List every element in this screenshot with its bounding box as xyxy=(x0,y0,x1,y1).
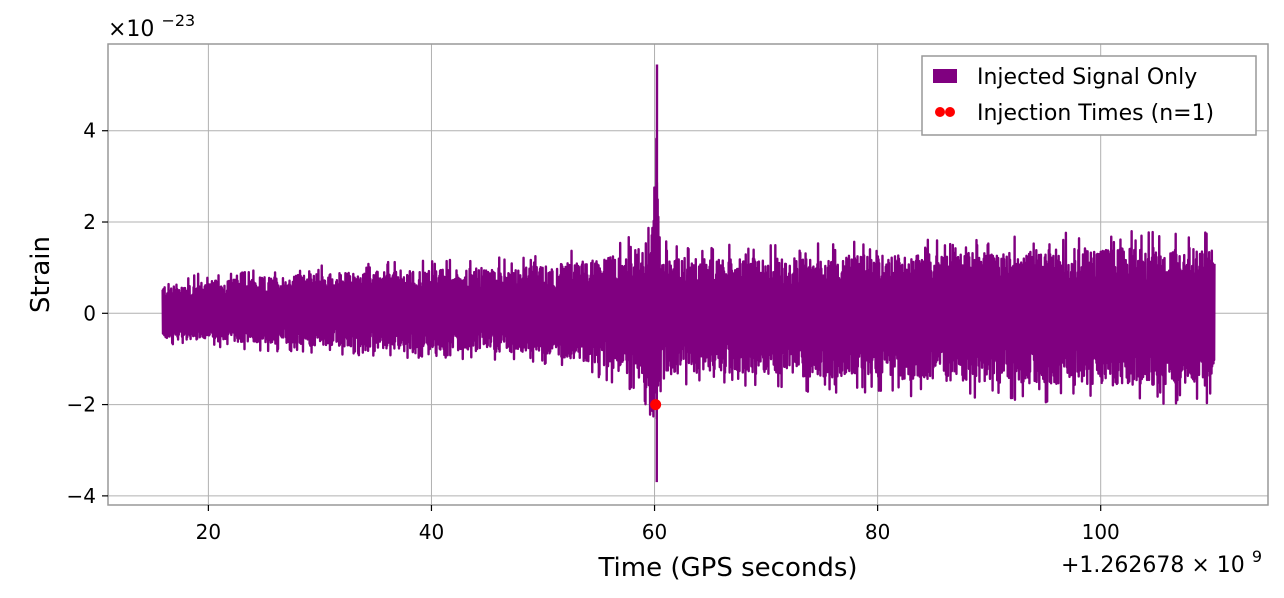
x-tick-label: 100 xyxy=(1082,520,1120,544)
y-multiplier-exponent: −23 xyxy=(161,11,195,30)
strain-series-line xyxy=(161,64,1216,483)
y-scale-multiplier: ×10 −23 xyxy=(108,11,195,42)
y-multiplier-base: ×10 xyxy=(108,17,154,42)
axis-ticks: 20 40 60 80 100 −4 −2 0 2 4 xyxy=(67,119,1120,544)
x-tick-label: 80 xyxy=(865,520,890,544)
x-offset-label: +1.262678 × 10 9 xyxy=(1061,547,1262,578)
y-tick-label: 0 xyxy=(83,301,96,325)
plot-area-frame xyxy=(107,43,1269,506)
y-tick-label: 2 xyxy=(83,210,96,234)
legend-swatch-injected-signal xyxy=(933,69,957,83)
legend-marker-injection-times xyxy=(945,107,955,117)
injection-time-point xyxy=(650,399,662,411)
y-tick-label: −4 xyxy=(67,484,96,508)
x-offset-base: +1.262678 × 10 xyxy=(1061,553,1245,578)
x-tick-label: 60 xyxy=(642,520,667,544)
y-tick-label: 4 xyxy=(83,119,96,143)
legend-label-injection-times: Injection Times (n=1) xyxy=(977,101,1214,126)
x-tick-label: 40 xyxy=(419,520,444,544)
legend-box xyxy=(921,55,1257,136)
data-layer xyxy=(161,64,1216,483)
legend-label-injected-signal: Injected Signal Only xyxy=(977,65,1197,90)
x-axis-label: Time (GPS seconds) xyxy=(597,553,857,583)
x-tick-label: 20 xyxy=(196,520,221,544)
y-tick-label: −2 xyxy=(67,393,96,417)
legend: Injected Signal Only Injection Times (n=… xyxy=(921,55,1257,136)
y-axis-label: Strain xyxy=(26,236,56,313)
legend-marker-injection-times xyxy=(935,107,945,117)
x-offset-exponent: 9 xyxy=(1252,547,1262,566)
